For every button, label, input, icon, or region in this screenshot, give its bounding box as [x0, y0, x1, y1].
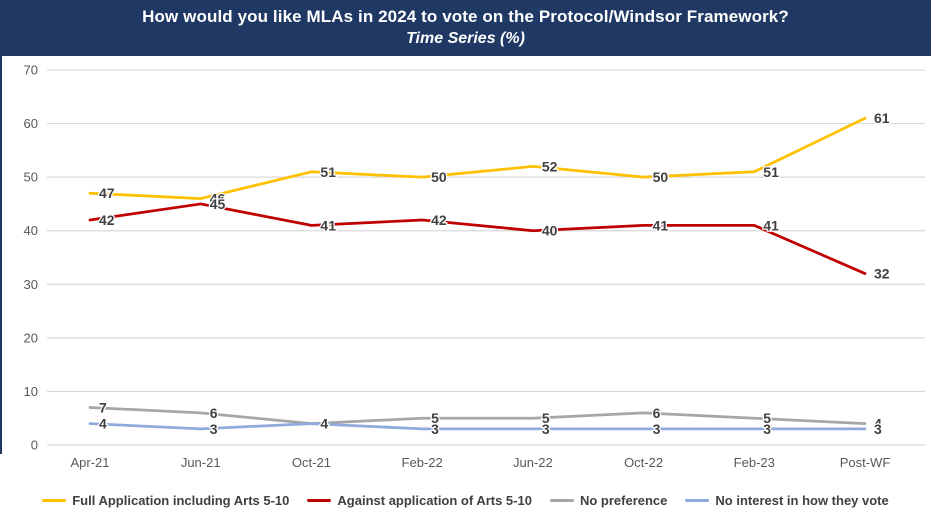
- y-tick-label: 20: [24, 330, 38, 345]
- legend-swatch: [307, 498, 332, 502]
- data-label: 5: [542, 410, 550, 426]
- series-data-labels-1: 42 45 41 42 40 41 41 32: [98, 195, 891, 283]
- left-edge-border: [0, 56, 2, 454]
- series-line-0: [88, 116, 867, 200]
- x-tick-label: Feb-22: [402, 455, 443, 470]
- chart-title-banner: How would you like MLAs in 2024 to vote …: [0, 0, 931, 56]
- data-label: 3: [653, 421, 661, 437]
- data-label: 6: [210, 405, 218, 421]
- y-tick-label: 0: [31, 438, 38, 453]
- data-label: 5: [763, 410, 771, 426]
- legend-label: No preference: [579, 492, 668, 508]
- legend-item-0: Full Application including Arts 5-10: [42, 493, 289, 508]
- series-line-3: [88, 422, 867, 431]
- y-tick-label: 10: [24, 384, 38, 399]
- data-label: 32: [874, 266, 890, 282]
- data-label: 7: [99, 400, 107, 416]
- x-tick-label: Jun-22: [513, 455, 553, 470]
- y-tick-label: 60: [24, 116, 38, 131]
- series-data-labels-2: 7 6 4 5 5 6 5 4: [98, 398, 884, 433]
- data-label: 40: [542, 223, 558, 239]
- data-label: 42: [99, 212, 115, 228]
- legend-label: No interest in how they vote: [715, 492, 889, 508]
- data-label: 46: [210, 191, 226, 207]
- x-tick-label: Oct-21: [292, 455, 331, 470]
- series-line-2: [88, 406, 867, 425]
- data-label: 47: [99, 185, 115, 201]
- chart-title: How would you like MLAs in 2024 to vote …: [142, 7, 789, 27]
- data-label: 3: [210, 421, 218, 437]
- x-tick-label: Feb-23: [734, 455, 775, 470]
- data-label: 6: [653, 405, 661, 421]
- data-label: 4: [320, 416, 328, 432]
- y-tick-label: 70: [24, 63, 38, 78]
- y-axis-tick-labels: 0 10 20 30 40 50 60 70: [24, 63, 38, 453]
- x-tick-label: Jun-21: [181, 455, 221, 470]
- gridlines: [47, 69, 925, 446]
- legend-label: Full Application including Arts 5-10: [72, 492, 290, 508]
- legend-item-1: Against application of Arts 5-10: [307, 493, 532, 508]
- y-tick-label: 50: [24, 170, 38, 185]
- data-label: 3: [874, 421, 882, 437]
- data-label: 51: [763, 164, 779, 180]
- x-tick-label: Post-WF: [840, 455, 891, 470]
- data-label: 41: [653, 217, 669, 233]
- legend-swatch: [685, 498, 710, 502]
- legend-swatch: [42, 498, 67, 502]
- data-label: 51: [320, 164, 336, 180]
- data-label: 41: [763, 217, 779, 233]
- data-label: 52: [542, 158, 558, 174]
- chart-legend: Full Application including Arts 5-10 Agai…: [0, 487, 931, 513]
- data-label: 45: [210, 196, 226, 212]
- legend-item-2: No preference: [549, 492, 668, 508]
- legend-swatch: [549, 498, 574, 502]
- series-data-labels-0: 47 46 51 50 52 50 51 61: [98, 109, 891, 208]
- x-tick-label: Oct-22: [624, 455, 663, 470]
- data-label: 4: [874, 416, 882, 432]
- chart-subtitle: Time Series (%): [406, 30, 525, 48]
- y-tick-label: 30: [24, 277, 38, 292]
- data-label: 3: [431, 421, 439, 437]
- data-label: 5: [431, 410, 439, 426]
- data-label: 42: [431, 212, 447, 228]
- series-line-1: [88, 202, 867, 275]
- x-tick-label: Apr-21: [70, 455, 109, 470]
- y-tick-label: 40: [24, 223, 38, 238]
- data-label: 50: [431, 169, 447, 185]
- legend-label: Against application of Arts 5-10: [337, 492, 532, 508]
- data-label: 4: [99, 416, 107, 432]
- data-label: 41: [320, 217, 336, 233]
- data-label: 3: [763, 421, 771, 437]
- data-label: 50: [653, 169, 669, 185]
- x-axis-tick-labels: Apr-21 Jun-21 Oct-21 Feb-22 Jun-22 Oct-22 Feb-…: [70, 455, 890, 470]
- data-label: 61: [874, 110, 890, 126]
- legend-item-3: No interest in how they vote: [685, 492, 889, 508]
- data-label: 3: [542, 421, 550, 437]
- data-label: 4: [320, 416, 328, 432]
